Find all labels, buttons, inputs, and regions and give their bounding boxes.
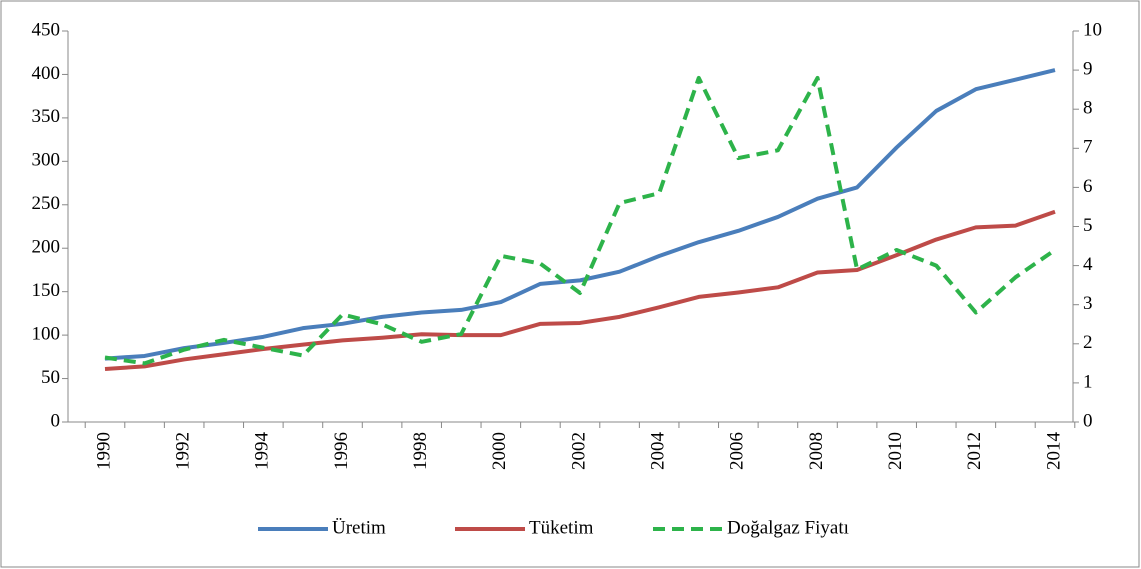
x-tick-label: 2000 xyxy=(489,432,510,470)
x-tick-label: 2010 xyxy=(885,432,906,470)
y2-tick-label: 2 xyxy=(1083,332,1093,353)
y2-tick-label: 8 xyxy=(1083,98,1093,119)
x-tick-label: 1994 xyxy=(252,432,273,471)
x-tick-label: 1992 xyxy=(173,432,194,470)
y2-tick-label: 9 xyxy=(1083,58,1093,79)
x-tick-label: 1998 xyxy=(410,432,431,470)
x-tick-label: 2012 xyxy=(964,432,985,470)
y-tick-label: 400 xyxy=(32,63,61,84)
y-tick-label: 450 xyxy=(32,19,61,40)
x-tick-label: 2014 xyxy=(1043,432,1064,471)
x-tick-label: 2004 xyxy=(648,432,669,471)
y2-tick-label: 5 xyxy=(1083,215,1093,236)
legend-label: Üretim xyxy=(332,517,386,538)
y2-tick-label: 10 xyxy=(1083,19,1102,40)
y2-tick-label: 6 xyxy=(1083,176,1093,197)
series-line xyxy=(104,75,1057,366)
y-tick-label: 100 xyxy=(32,323,61,344)
legend-label: Tüketim xyxy=(529,517,594,538)
x-tick-label: 2008 xyxy=(806,432,827,470)
y-tick-label: 350 xyxy=(32,106,61,127)
x-tick-label: 1996 xyxy=(331,432,352,470)
y2-tick-label: 1 xyxy=(1083,371,1093,392)
series-line xyxy=(104,68,1056,361)
y-tick-label: 0 xyxy=(51,410,61,431)
y-tick-label: 250 xyxy=(32,193,61,214)
y-tick-label: 200 xyxy=(32,237,61,258)
x-tick-label: 2002 xyxy=(568,432,589,470)
legend-label: Doğalgaz Fiyatı xyxy=(727,517,849,538)
y-tick-label: 150 xyxy=(32,280,61,301)
x-tick-label: 1990 xyxy=(93,432,114,470)
y2-tick-label: 7 xyxy=(1083,137,1093,158)
y2-tick-label: 4 xyxy=(1083,254,1093,275)
y2-tick-label: 0 xyxy=(1083,410,1093,431)
y-tick-label: 50 xyxy=(41,367,60,388)
y-tick-label: 300 xyxy=(32,150,61,171)
x-tick-label: 2006 xyxy=(727,432,748,470)
y2-tick-label: 3 xyxy=(1083,293,1093,314)
